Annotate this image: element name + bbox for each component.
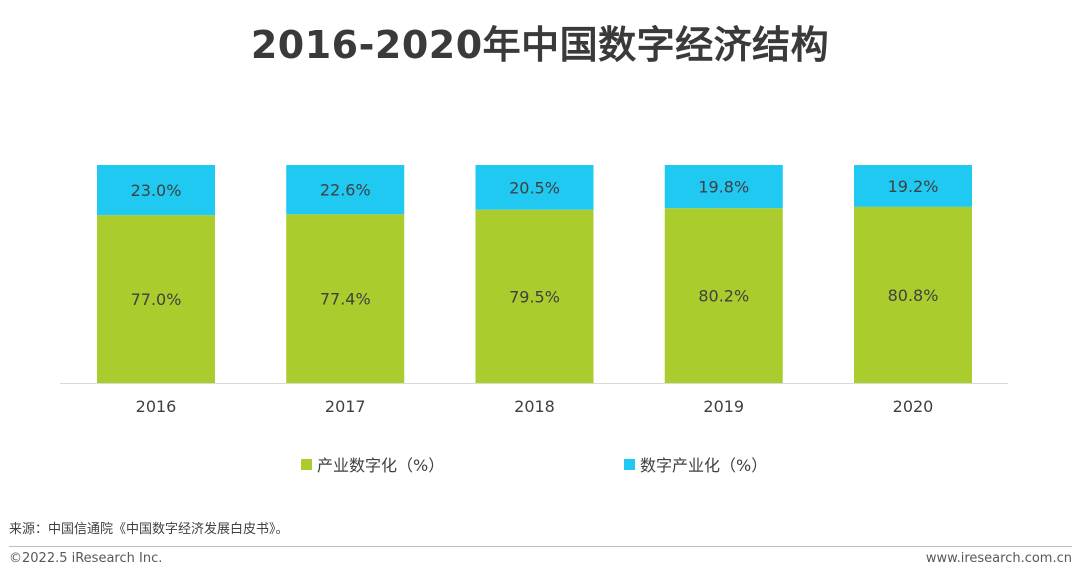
data-label-2017-series-1: 22.6% — [320, 181, 371, 200]
bar-2016-series-1 — [97, 165, 215, 216]
bar-2017-series-1 — [286, 165, 405, 215]
stacked-bar-chart: 77.0% 23.0% 2016 77.4% 22.6% 2017 79.5% 20.5% 20… — [60, 165, 1008, 416]
bar-2020-series-0 — [854, 206, 972, 383]
bar-2019-series-1 — [664, 165, 783, 209]
legend-item-industrial-digitalization: 产业数字化（%） — [301, 452, 444, 476]
data-label-2016-series-1: 23.0% — [131, 181, 182, 200]
legend-label-industrial-digitalization: 产业数字化（%） — [317, 456, 445, 475]
website-link[interactable]: www.iresearch.com.cn — [925, 551, 1072, 566]
data-label-2018-series-1: 20.5% — [509, 178, 560, 197]
data-label-2020-series-1: 19.2% — [888, 177, 939, 196]
x-tick-label-2018: 2018 — [514, 397, 555, 416]
legend-item-digital-industrialization: 数字产业化（%） — [624, 452, 767, 476]
data-label-2019-series-1: 19.8% — [698, 178, 749, 197]
chart-title: 2016-2020年中国数字经济结构 — [250, 23, 830, 67]
legend-label-digital-industrialization: 数字产业化（%） — [640, 456, 768, 475]
data-label-2017-series-0: 77.4% — [320, 290, 371, 309]
bar-2017-series-0 — [286, 214, 405, 383]
source-note: 来源：中国信通院《中国数字经济发展白皮书》。 — [9, 522, 289, 537]
data-label-2018-series-0: 79.5% — [509, 287, 560, 306]
bar-2020-series-1 — [854, 165, 972, 207]
data-label-2020-series-0: 80.8% — [888, 286, 939, 305]
x-tick-label-2017: 2017 — [325, 397, 366, 416]
bar-2018-series-0 — [475, 209, 594, 383]
x-tick-label-2020: 2020 — [893, 397, 934, 416]
x-tick-label-2019: 2019 — [703, 397, 744, 416]
data-label-2019-series-0: 80.2% — [698, 287, 749, 306]
footer-divider — [9, 546, 1072, 547]
bar-2016-series-0 — [97, 215, 215, 383]
legend-swatch-digital-industrialization — [624, 458, 635, 470]
data-label-2016-series-0: 77.0% — [131, 290, 182, 309]
copyright: ©2022.5 iResearch Inc. — [9, 551, 163, 566]
legend-swatch-industrial-digitalization — [301, 458, 312, 470]
bar-2019-series-0 — [664, 208, 783, 383]
bar-2018-series-1 — [475, 165, 594, 210]
x-tick-label-2016: 2016 — [136, 397, 177, 416]
